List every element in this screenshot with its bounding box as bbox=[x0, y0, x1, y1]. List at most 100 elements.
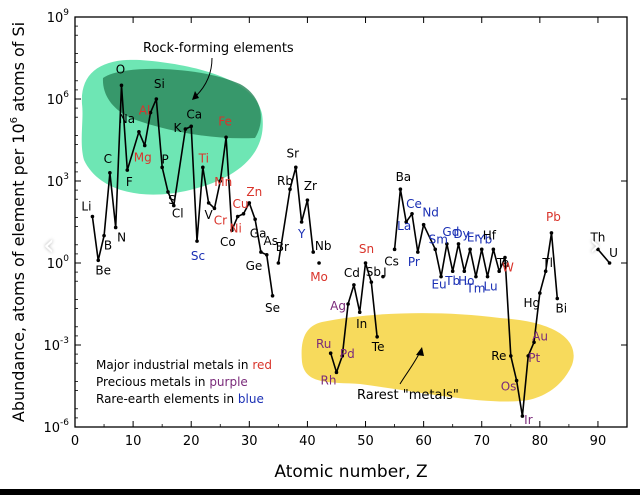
data-point-th bbox=[596, 247, 600, 252]
element-label: Os bbox=[501, 380, 517, 394]
element-label: F bbox=[126, 175, 133, 189]
element-label: Y bbox=[297, 227, 306, 241]
element-label: Zn bbox=[246, 185, 262, 199]
element-label: Se bbox=[265, 301, 280, 315]
legend-entry: Rare-earth elements in blue bbox=[96, 392, 264, 406]
data-point-lu bbox=[485, 274, 490, 279]
x-tick-label: 80 bbox=[532, 434, 549, 449]
data-point-bi bbox=[555, 296, 560, 301]
data-point-be bbox=[96, 258, 101, 263]
element-label: C bbox=[104, 152, 112, 166]
data-point-ta bbox=[497, 269, 501, 274]
element-label: Pb bbox=[546, 210, 561, 224]
element-label: Hf bbox=[483, 228, 497, 242]
element-label: B bbox=[104, 239, 112, 253]
element-label: W bbox=[502, 261, 514, 275]
x-tick-label: 70 bbox=[473, 434, 490, 449]
data-point-b bbox=[102, 233, 106, 238]
data-point-ag bbox=[346, 302, 350, 306]
data-point-ho bbox=[462, 269, 467, 274]
element-label: O bbox=[116, 62, 125, 76]
data-point-la bbox=[404, 220, 409, 224]
element-label: Te bbox=[371, 340, 385, 354]
rarest-metals-label: Rarest "metals" bbox=[357, 388, 459, 403]
element-label: Rb bbox=[277, 174, 293, 188]
data-point-pr bbox=[416, 250, 420, 254]
data-point-rb bbox=[288, 187, 292, 191]
previous-slide-button[interactable]: ‹ bbox=[34, 222, 64, 268]
element-label: Pt bbox=[528, 351, 540, 365]
data-point-ni bbox=[235, 214, 240, 219]
element-label: Ge bbox=[246, 259, 263, 273]
data-point-zn bbox=[247, 201, 252, 205]
data-point-n bbox=[113, 225, 118, 230]
element-label: Dy bbox=[453, 227, 469, 241]
data-point-pd bbox=[340, 354, 345, 358]
data-point-sr bbox=[294, 165, 298, 170]
data-point-al bbox=[148, 110, 153, 115]
element-label: Eu bbox=[431, 278, 446, 292]
y-axis-title: Abundance, atoms of element per 106 atom… bbox=[9, 22, 28, 422]
data-point-os bbox=[514, 378, 519, 383]
data-point-tm bbox=[474, 274, 478, 279]
element-label: Ga bbox=[250, 226, 267, 240]
y-tick-label: 106 bbox=[47, 90, 70, 108]
data-point-ir bbox=[520, 414, 525, 418]
element-label: P bbox=[162, 152, 169, 166]
series-line bbox=[91, 84, 274, 296]
rock-forming-core-region bbox=[102, 68, 261, 139]
data-point-tb bbox=[450, 269, 455, 274]
data-point-in bbox=[357, 310, 362, 315]
element-label: N bbox=[117, 230, 126, 244]
x-tick-label: 0 bbox=[71, 434, 79, 449]
data-point-ru bbox=[328, 351, 333, 356]
element-label: Li bbox=[81, 200, 91, 214]
data-point-nb bbox=[311, 250, 316, 254]
data-point-p bbox=[160, 165, 164, 170]
data-point-ba bbox=[398, 187, 403, 191]
data-point-mg bbox=[142, 143, 147, 148]
y-tick-label: 103 bbox=[47, 172, 69, 190]
series-line bbox=[597, 248, 611, 264]
y-tick-label: 10-6 bbox=[43, 418, 69, 436]
element-label: Tm bbox=[465, 282, 485, 296]
data-point-pt bbox=[526, 354, 531, 358]
legend-entry: Precious metals in purple bbox=[96, 375, 248, 389]
data-point-er bbox=[468, 247, 472, 252]
element-label: Al bbox=[139, 104, 151, 118]
data-point-cu bbox=[241, 212, 246, 216]
element-label: Lu bbox=[484, 280, 498, 294]
data-point-ge bbox=[259, 250, 263, 254]
element-label: Ta bbox=[496, 256, 510, 270]
element-label: Ir bbox=[524, 413, 533, 427]
element-label: Th bbox=[589, 230, 605, 244]
x-tick-label: 90 bbox=[590, 434, 607, 449]
data-point-te bbox=[375, 335, 379, 339]
data-point-nd bbox=[421, 222, 426, 227]
y-tick-label: 10-3 bbox=[43, 336, 69, 354]
element-label: Er bbox=[467, 230, 480, 244]
element-label: Bi bbox=[555, 302, 567, 316]
element-label: Cd bbox=[344, 266, 360, 280]
element-label: Au bbox=[532, 329, 548, 343]
bottom-bar bbox=[0, 489, 640, 495]
series-line bbox=[277, 166, 314, 264]
rock-forming-arrowhead bbox=[192, 91, 199, 100]
element-label: Ag bbox=[330, 299, 346, 313]
next-slide-button[interactable]: › bbox=[580, 222, 610, 268]
series-line bbox=[393, 188, 559, 417]
data-point-sb bbox=[369, 280, 374, 284]
element-label: Ho bbox=[458, 274, 474, 288]
element-label: K bbox=[173, 121, 182, 135]
element-label: S bbox=[168, 193, 176, 207]
element-label: Co bbox=[220, 235, 236, 249]
x-tick-label: 10 bbox=[125, 434, 142, 449]
element-label: Pr bbox=[408, 255, 420, 269]
data-point-hg bbox=[538, 291, 542, 295]
element-label: Rh bbox=[320, 373, 336, 387]
x-tick-label: 30 bbox=[241, 434, 258, 449]
data-point-ca bbox=[189, 124, 194, 129]
element-label: Sr bbox=[287, 146, 300, 160]
data-point-cl bbox=[171, 203, 176, 208]
element-label: Na bbox=[119, 112, 135, 126]
